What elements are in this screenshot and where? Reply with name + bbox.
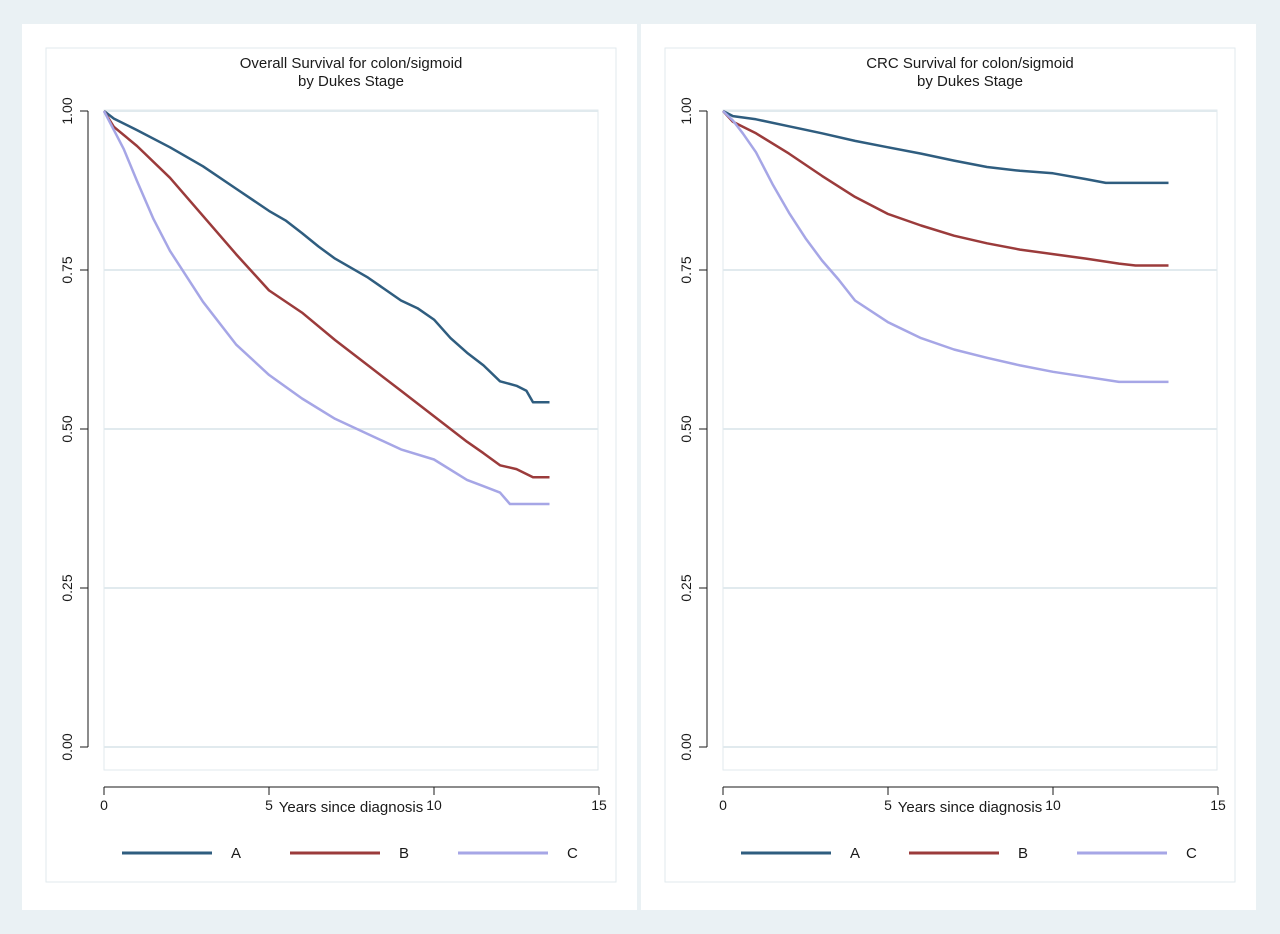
x-tick-label: 0 (719, 797, 727, 813)
panel-divider (637, 24, 641, 910)
x-tick-label: 10 (426, 797, 442, 813)
chart-title: Overall Survival for colon/sigmoid (240, 55, 463, 72)
plot-frame (103, 109, 599, 771)
chart-title: CRC Survival for colon/sigmoid (866, 55, 1074, 72)
legend-label-c: C (567, 845, 578, 862)
y-tick-label: 1.00 (678, 97, 694, 124)
x-tick-label: 15 (1210, 797, 1226, 813)
legend-label-b: B (399, 845, 409, 862)
y-tick-label: 0.00 (59, 733, 75, 760)
series-line-b (722, 110, 1169, 267)
y-tick-label: 0.00 (678, 733, 694, 760)
x-tick-label: 5 (265, 797, 273, 813)
y-tick-label: 0.50 (59, 415, 75, 442)
series-line-c (102, 110, 550, 506)
y-tick-label: 0.25 (678, 574, 694, 601)
x-tick-label: 15 (591, 797, 607, 813)
legend-label-b: B (1018, 845, 1028, 862)
outer-frame (45, 47, 617, 883)
series-line-a (103, 110, 550, 404)
y-tick-label: 1.00 (59, 97, 75, 124)
figure-canvas: Overall Survival for colon/sigmoid by Duk… (22, 24, 1256, 910)
legend-label-c: C (1186, 845, 1197, 862)
y-tick-label: 0.75 (59, 256, 75, 283)
series-line-a (722, 109, 1169, 185)
y-tick-label: 0.75 (678, 256, 694, 283)
series-line-b (102, 110, 550, 479)
x-axis-label: Years since diagnosis (898, 799, 1043, 816)
y-tick-label: 0.25 (59, 574, 75, 601)
series-line-c (722, 110, 1169, 384)
outer-frame (664, 47, 1236, 883)
legend-label-a: A (231, 845, 241, 862)
x-axis-label: Years since diagnosis (279, 799, 424, 816)
x-tick-label: 10 (1045, 797, 1061, 813)
chart-subtitle: by Dukes Stage (917, 73, 1023, 90)
chart-subtitle: by Dukes Stage (298, 73, 404, 90)
y-tick-label: 0.50 (678, 415, 694, 442)
x-tick-label: 0 (100, 797, 108, 813)
legend-label-a: A (850, 845, 860, 862)
plot-frame (722, 109, 1218, 771)
x-tick-label: 5 (884, 797, 892, 813)
